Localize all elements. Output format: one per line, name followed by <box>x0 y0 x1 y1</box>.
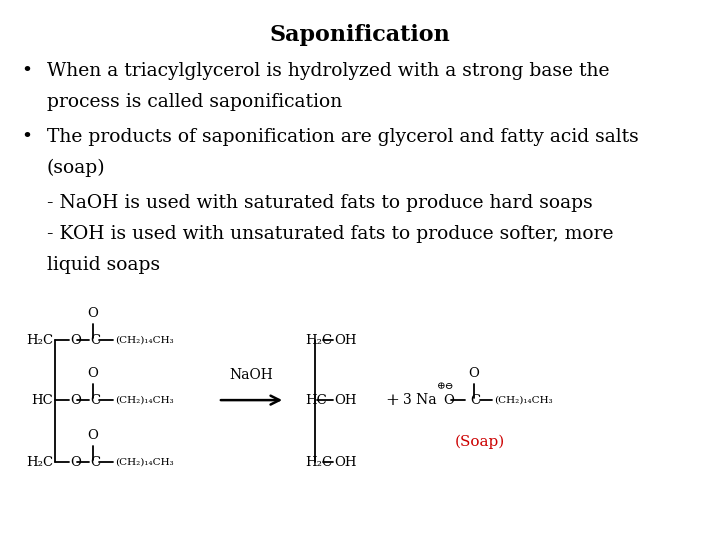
Text: H₂C: H₂C <box>305 456 332 469</box>
Text: - KOH is used with unsaturated fats to produce softer, more: - KOH is used with unsaturated fats to p… <box>47 225 613 243</box>
Text: OH: OH <box>334 334 356 347</box>
Text: liquid soaps: liquid soaps <box>47 256 160 274</box>
Text: HC: HC <box>305 394 327 407</box>
Text: (CH₂)₁₄CH₃: (CH₂)₁₄CH₃ <box>115 457 174 467</box>
Text: H₂C: H₂C <box>26 334 53 347</box>
Text: O: O <box>88 307 99 320</box>
Text: (soap): (soap) <box>47 159 105 178</box>
Text: H₂C: H₂C <box>26 456 53 469</box>
Text: +: + <box>385 392 399 409</box>
Text: HC: HC <box>31 394 53 407</box>
Text: O: O <box>443 394 454 407</box>
Text: C: C <box>90 394 100 407</box>
Text: O: O <box>469 367 480 380</box>
Text: •: • <box>22 62 32 80</box>
Text: (CH₂)₁₄CH₃: (CH₂)₁₄CH₃ <box>115 396 174 404</box>
Text: - NaOH is used with saturated fats to produce hard soaps: - NaOH is used with saturated fats to pr… <box>47 194 593 212</box>
Text: When a triacylglycerol is hydrolyzed with a strong base the: When a triacylglycerol is hydrolyzed wit… <box>47 62 609 80</box>
Text: O: O <box>70 456 81 469</box>
Text: O: O <box>88 429 99 442</box>
Text: (Soap): (Soap) <box>455 435 505 449</box>
Text: The products of saponification are glycerol and fatty acid salts: The products of saponification are glyce… <box>47 128 639 146</box>
Text: ⊕⊖: ⊕⊖ <box>437 382 454 390</box>
Text: •: • <box>22 128 32 146</box>
Text: O: O <box>70 334 81 347</box>
Text: C: C <box>90 456 100 469</box>
Text: NaOH: NaOH <box>230 368 274 382</box>
Text: C: C <box>90 334 100 347</box>
Text: OH: OH <box>334 456 356 469</box>
Text: (CH₂)₁₄CH₃: (CH₂)₁₄CH₃ <box>115 336 174 345</box>
Text: process is called saponification: process is called saponification <box>47 93 342 111</box>
Text: Saponification: Saponification <box>269 24 451 46</box>
Text: O: O <box>88 367 99 380</box>
Text: OH: OH <box>334 394 356 407</box>
Text: 3 Na: 3 Na <box>403 393 436 407</box>
Text: (CH₂)₁₄CH₃: (CH₂)₁₄CH₃ <box>494 396 553 404</box>
Text: H₂C: H₂C <box>305 334 332 347</box>
Text: C: C <box>470 394 480 407</box>
Text: O: O <box>70 394 81 407</box>
